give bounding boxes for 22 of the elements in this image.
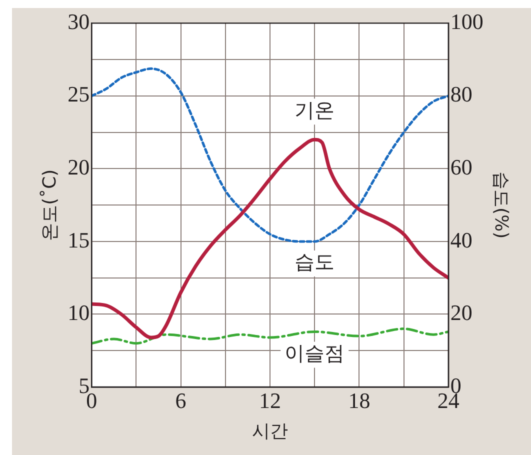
y-axis-title: 온도(˚C)	[39, 169, 60, 241]
y-tick-label: 25	[68, 82, 90, 107]
y-tick-label: 15	[68, 227, 90, 252]
series-label: 기온	[294, 98, 335, 122]
y-tick-label: 30	[68, 8, 90, 34]
x-tick-label: 6	[175, 388, 186, 413]
y2-tick-label: 20	[450, 300, 472, 326]
y2-axis-title: 습도(%)	[490, 172, 512, 239]
x-axis-title: 시간	[252, 420, 288, 442]
series-label: 이슬점	[284, 340, 345, 365]
x-tick-label: 18	[348, 388, 370, 413]
y-tick-label: 10	[68, 300, 90, 326]
line-series	[92, 328, 448, 345]
y2-tick-label: 60	[450, 154, 472, 180]
line-series	[92, 138, 448, 340]
y2-tick-label: 80	[450, 82, 472, 107]
y2-tick-label: 40	[450, 227, 472, 252]
line-series	[92, 67, 448, 243]
series-label: 습도	[294, 250, 335, 274]
y2-tick-label: 100	[450, 8, 484, 34]
y-tick-label: 20	[68, 154, 90, 180]
x-tick-label: 12	[259, 388, 281, 413]
